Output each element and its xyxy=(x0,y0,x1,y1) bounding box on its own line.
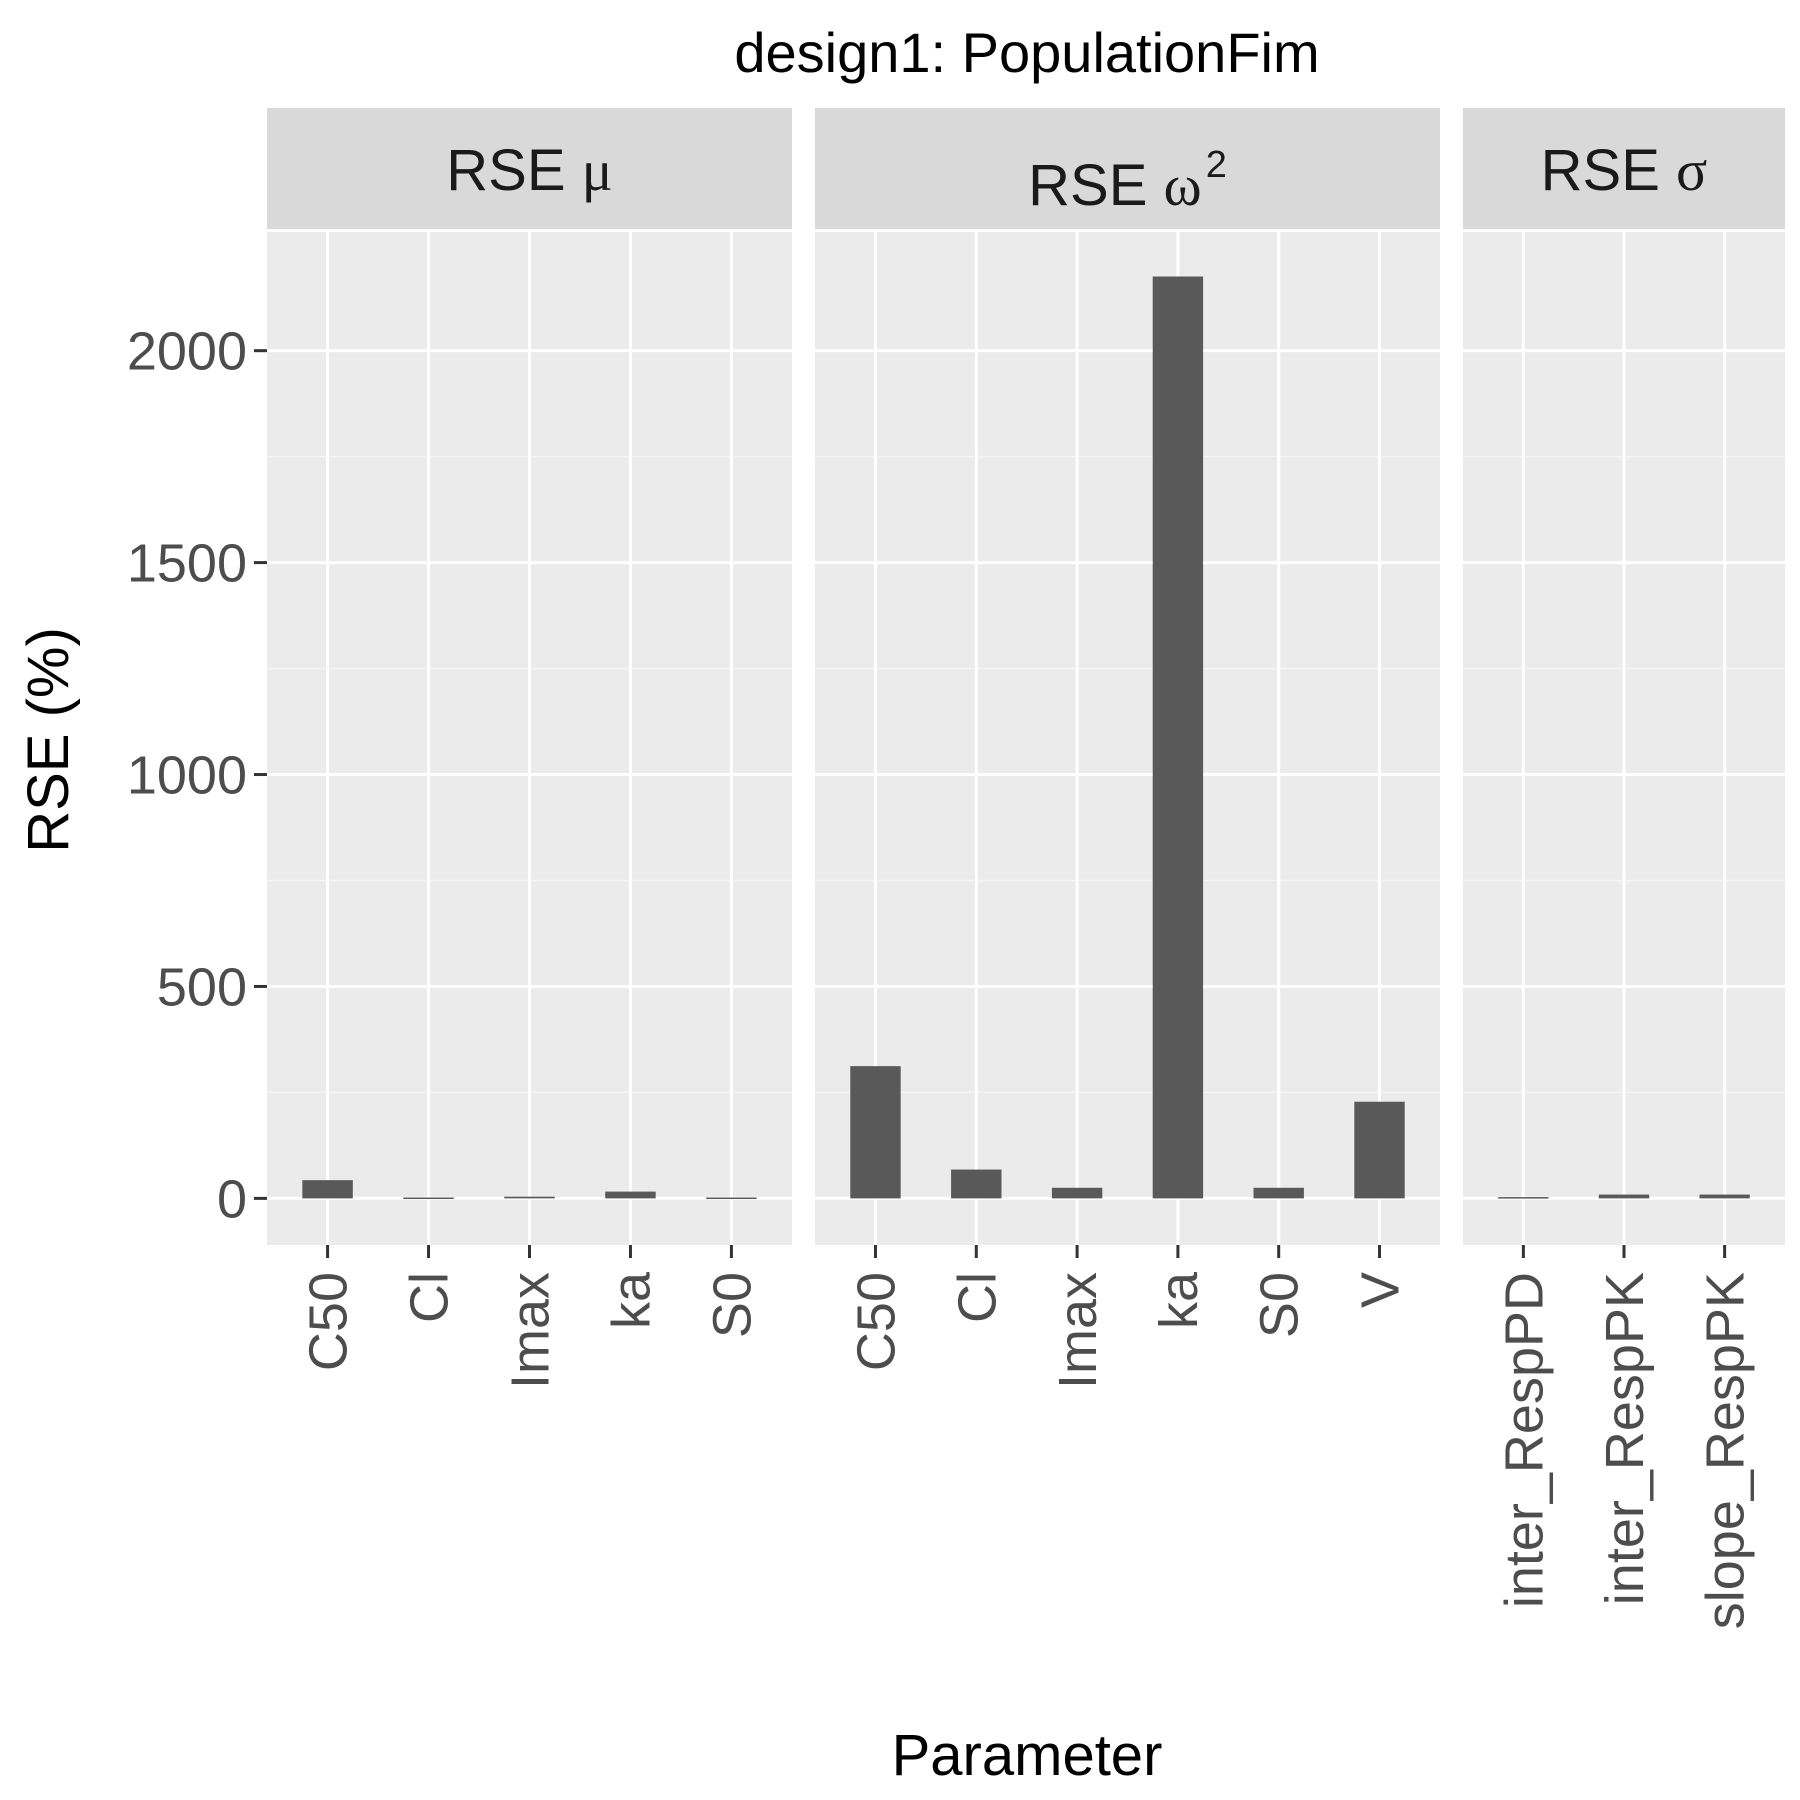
facet-panel: RSE ω 2 C50 Cl Imax ka S0 V xyxy=(815,108,1440,1389)
y-axis-title: RSE (%) xyxy=(16,627,81,853)
x-tick-label: ka xyxy=(601,1271,661,1329)
x-tick-label: C50 xyxy=(299,1272,359,1371)
x-tick-label: C50 xyxy=(846,1272,906,1371)
x-axis-title: Parameter xyxy=(892,1723,1163,1788)
bar-Cl xyxy=(951,1169,1002,1199)
facet-strip-label: RSE μ xyxy=(446,138,612,203)
y-tick-label: 1500 xyxy=(127,534,247,594)
y-axis: 0 500 1000 1500 2000 xyxy=(127,322,267,1229)
x-tick-label: slope_RespPK xyxy=(1696,1272,1756,1629)
y-tick-label: 1000 xyxy=(127,746,247,806)
bar-Cl xyxy=(403,1197,454,1200)
bar-S0 xyxy=(706,1197,757,1200)
facet-strip xyxy=(1463,108,1785,229)
bar-C50 xyxy=(850,1066,901,1199)
y-tick-label: 0 xyxy=(217,1169,247,1229)
x-tick-label: inter_RespPK xyxy=(1595,1272,1655,1605)
panel-background xyxy=(815,232,1440,1245)
y-tick-label: 500 xyxy=(157,957,247,1017)
chart-title: design1: PopulationFim xyxy=(734,21,1319,84)
x-tick-label: Cl xyxy=(400,1272,460,1323)
bar-ka xyxy=(605,1191,656,1199)
facet-strip-label: RSE σ xyxy=(1541,138,1708,203)
x-tick-label: Cl xyxy=(947,1272,1007,1323)
bar-ka xyxy=(1152,276,1204,1199)
bar-inter_RespPD xyxy=(1498,1197,1549,1199)
bar-Imax xyxy=(504,1196,555,1199)
bar-slope_RespPK xyxy=(1699,1194,1750,1199)
x-tick-label: ka xyxy=(1149,1271,1209,1329)
facet-panel: RSE μ C50 Cl Imax ka S0 xyxy=(267,108,792,1389)
x-tick-label: S0 xyxy=(702,1272,762,1338)
bar-C50 xyxy=(302,1180,353,1199)
facet-strip xyxy=(815,108,1440,229)
x-tick-label: S0 xyxy=(1250,1272,1310,1338)
x-tick-label: Imax xyxy=(1048,1272,1108,1389)
x-tick-label: inter_RespPD xyxy=(1494,1272,1554,1608)
bar-V xyxy=(1354,1101,1405,1199)
facet-strip xyxy=(267,108,792,229)
facet-panel: RSE σ inter_RespPD inter_RespPK slope_RespP… xyxy=(1463,108,1785,1629)
bar-Imax xyxy=(1051,1187,1103,1199)
x-tick-label: V xyxy=(1351,1272,1411,1308)
bar-S0 xyxy=(1253,1187,1304,1199)
y-tick-label: 2000 xyxy=(127,322,247,382)
x-tick-label: Imax xyxy=(501,1272,561,1389)
bar-inter_RespPK xyxy=(1598,1194,1650,1199)
